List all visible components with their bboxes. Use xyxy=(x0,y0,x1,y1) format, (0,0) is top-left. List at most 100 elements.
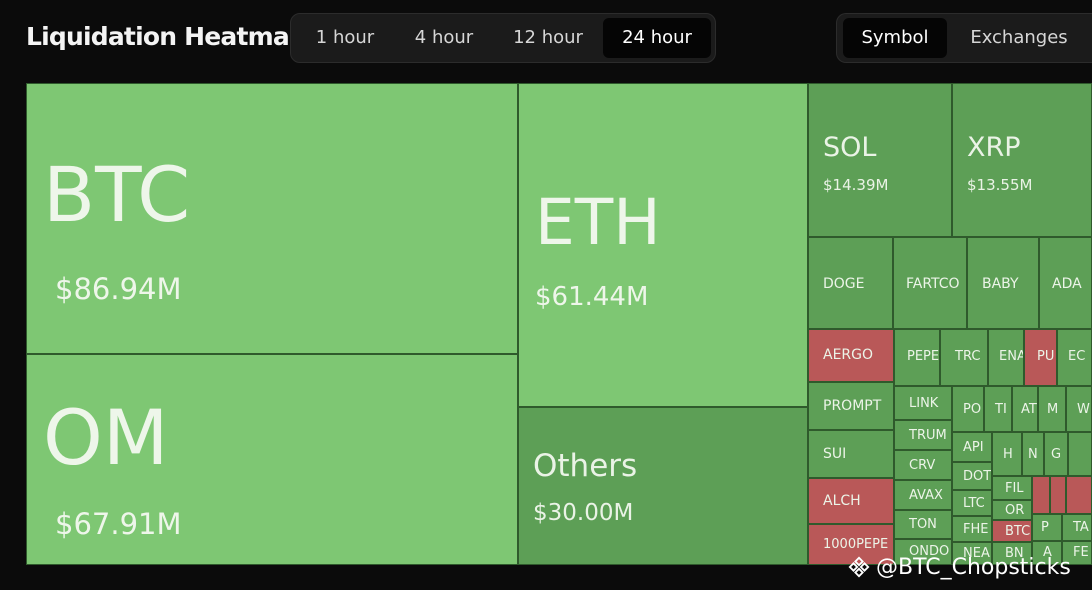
timeframe-selector: 1 hour 4 hour 12 hour 24 hour xyxy=(290,13,716,63)
tile-symbol: W xyxy=(1077,402,1090,417)
tile-at[interactable]: AT xyxy=(1012,386,1038,432)
tile-symbol: ALCH xyxy=(823,493,861,509)
tile-fartco[interactable]: FARTCO xyxy=(893,237,967,329)
tile-trum[interactable]: TRUM xyxy=(894,420,952,450)
page-title: Liquidation Heatmap xyxy=(26,22,307,51)
tile-symbol: TON xyxy=(909,517,937,532)
tile-or[interactable]: OR xyxy=(992,500,1032,520)
tile-ton[interactable]: TON xyxy=(894,510,952,539)
tile-symbol: FIL xyxy=(1005,481,1024,496)
tab-4-hour[interactable]: 4 hour xyxy=(414,27,474,48)
tile-pu[interactable]: PU xyxy=(1024,329,1057,386)
tile-btc-small[interactable]: BTC xyxy=(992,520,1032,542)
tile-symbol: AVAX xyxy=(909,488,943,503)
tile-symbol: NEA xyxy=(963,546,990,561)
tile-symbol: SOL xyxy=(823,132,877,163)
tile-1000pepe[interactable]: 1000PEPE xyxy=(808,524,894,565)
tile-symbol: PO xyxy=(963,402,982,417)
tile-eth[interactable]: ETH $61.44M xyxy=(518,83,808,407)
tile-trc[interactable]: TRC xyxy=(940,329,988,386)
tab-symbol[interactable]: Symbol xyxy=(843,18,947,58)
tile-symbol: ETH xyxy=(535,186,661,259)
tile-symbol: API xyxy=(963,440,984,455)
tile-symbol: FARTCO xyxy=(906,276,960,292)
tile-symbol: BTC xyxy=(1005,524,1031,539)
tile-sui[interactable]: SUI xyxy=(808,430,894,478)
tile-symbol: TA xyxy=(1073,520,1089,535)
tile-ta[interactable]: TA xyxy=(1062,514,1092,541)
tile-baby[interactable]: BABY xyxy=(967,237,1039,329)
tile-symbol: N xyxy=(1028,447,1038,462)
tile-a[interactable]: A xyxy=(1032,541,1062,565)
tile-crv[interactable]: CRV xyxy=(894,450,952,480)
tile-po[interactable]: PO xyxy=(952,386,984,432)
tile-p[interactable]: P xyxy=(1032,514,1062,541)
tile-fe[interactable]: FE xyxy=(1062,541,1092,565)
tile-symbol: DOT xyxy=(963,469,992,484)
tile-value: $13.55M xyxy=(967,176,1033,194)
tile-dot[interactable]: DOT xyxy=(952,462,992,490)
tile-btc[interactable]: BTC $86.94M xyxy=(26,83,518,354)
tile-fil[interactable]: FIL xyxy=(992,476,1032,500)
tile-avax[interactable]: AVAX xyxy=(894,480,952,510)
tile-symbol: BABY xyxy=(982,276,1019,292)
tile-aergo[interactable]: AERGO xyxy=(808,329,894,382)
tile-ena[interactable]: ENA xyxy=(988,329,1024,386)
tile-ada[interactable]: ADA xyxy=(1039,237,1092,329)
binance-diamond-icon xyxy=(848,556,870,578)
tile-symbol: TRUM xyxy=(909,428,947,443)
tile-symbol: ENA xyxy=(999,349,1024,364)
tile-short-c[interactable] xyxy=(1066,476,1092,514)
tab-exchanges[interactable]: Exchanges xyxy=(970,27,1068,48)
view-selector: Symbol Exchanges xyxy=(836,13,1092,63)
tab-12-hour[interactable]: 12 hour xyxy=(513,27,583,48)
tile-api[interactable]: API xyxy=(952,432,992,462)
tile-short-b[interactable] xyxy=(1050,476,1066,514)
tile-bn[interactable]: BN xyxy=(992,542,1032,565)
tile-value: $61.44M xyxy=(535,282,649,312)
tile-symbol: P xyxy=(1041,520,1049,535)
tile-symbol: BTC xyxy=(43,150,191,239)
tile-value: $67.91M xyxy=(55,507,182,541)
tab-1-hour[interactable]: 1 hour xyxy=(315,27,375,48)
tile-symbol: TRC xyxy=(955,349,981,364)
tile-symbol: G xyxy=(1051,447,1062,462)
tile-nea[interactable]: NEA xyxy=(952,542,992,565)
tile-value: $30.00M xyxy=(533,500,634,526)
tile-symbol: M xyxy=(1047,402,1059,417)
tile-ltc[interactable]: LTC xyxy=(952,490,992,516)
tile-ti[interactable]: TI xyxy=(984,386,1012,432)
tile-xrp[interactable]: XRP $13.55M xyxy=(952,83,1092,237)
tile-doge[interactable]: DOGE xyxy=(808,237,893,329)
tile-symbol: FE xyxy=(1073,545,1089,560)
tile-symbol: FHE xyxy=(963,522,989,537)
tile-ec[interactable]: EC xyxy=(1057,329,1092,386)
tile-prompt[interactable]: PROMPT xyxy=(808,382,894,430)
tile-alch[interactable]: ALCH xyxy=(808,478,894,524)
tab-24-hour[interactable]: 24 hour xyxy=(603,18,711,58)
tile-om[interactable]: OM $67.91M xyxy=(26,354,518,565)
tile-link[interactable]: LINK xyxy=(894,386,952,420)
tile-unlabeled[interactable] xyxy=(1068,432,1092,476)
tile-fhe[interactable]: FHE xyxy=(952,516,992,542)
tile-n[interactable]: N xyxy=(1022,432,1044,476)
tile-symbol: PU xyxy=(1037,349,1055,364)
tile-symbol: BN xyxy=(1005,546,1024,561)
tile-sol[interactable]: SOL $14.39M xyxy=(808,83,952,237)
tile-short-a[interactable] xyxy=(1032,476,1050,514)
watermark: @BTC_Chopsticks xyxy=(848,552,1071,582)
tile-symbol: OR xyxy=(1005,503,1025,518)
tile-m[interactable]: M xyxy=(1038,386,1066,432)
tile-g[interactable]: G xyxy=(1044,432,1068,476)
tile-w[interactable]: W xyxy=(1066,386,1092,432)
tile-symbol: LINK xyxy=(909,396,939,411)
tile-h[interactable]: H xyxy=(992,432,1022,476)
tile-symbol: AT xyxy=(1021,402,1037,417)
tile-symbol: 1000PEPE xyxy=(823,537,889,552)
tile-value: $14.39M xyxy=(823,176,889,194)
tile-symbol: Others xyxy=(533,448,638,484)
tile-pepe[interactable]: PEPE xyxy=(894,329,940,386)
tile-symbol: AERGO xyxy=(823,347,874,363)
tile-ondo[interactable]: ONDO xyxy=(894,539,952,565)
tile-others[interactable]: Others $30.00M xyxy=(518,407,808,565)
